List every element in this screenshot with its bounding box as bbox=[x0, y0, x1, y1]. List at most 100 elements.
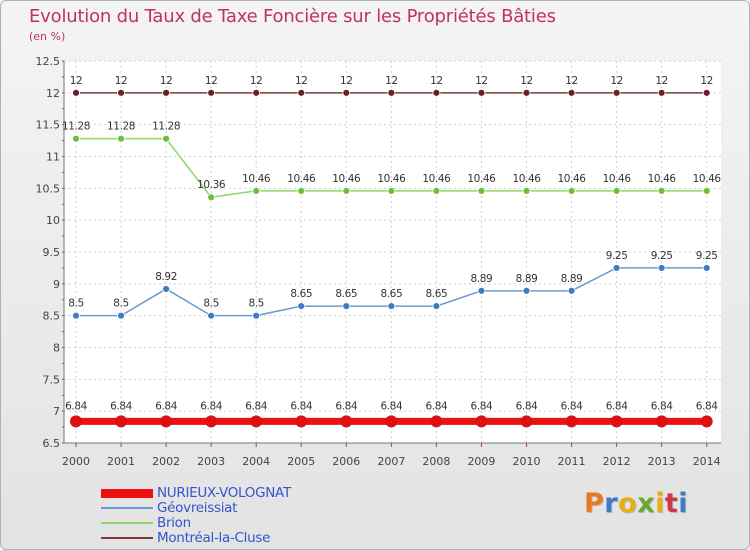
y-tick-label: 12 bbox=[46, 87, 60, 100]
data-label-montreal-la-cluse: 12 bbox=[520, 75, 533, 87]
proxiti-logo: Proxiti bbox=[584, 488, 688, 519]
data-point-montreal-la-cluse bbox=[162, 88, 171, 97]
data-label-brion: 10.46 bbox=[242, 173, 271, 185]
y-tick-label: 10.5 bbox=[36, 182, 61, 195]
data-point-nurieux-volognat bbox=[430, 415, 443, 428]
data-point-montreal-la-cluse bbox=[207, 88, 216, 97]
data-point-montreal-la-cluse bbox=[612, 88, 621, 97]
series-geovreissiat: 8.5 8.5 8.92 8.5 8.5 8.65 8.65 8.65 8.65 8.89 8.89… bbox=[68, 250, 718, 320]
data-label-geovreissiat: 8.5 bbox=[203, 298, 219, 310]
data-label-nurieux-volognat: 6.84 bbox=[561, 400, 583, 412]
data-point-geovreissiat bbox=[522, 286, 531, 295]
data-label-brion: 10.46 bbox=[558, 173, 587, 185]
data-label-brion: 10.46 bbox=[512, 173, 541, 185]
data-point-nurieux-volognat bbox=[115, 415, 128, 428]
x-tick-label: 2009 bbox=[467, 455, 495, 468]
data-label-montreal-la-cluse: 12 bbox=[610, 75, 623, 87]
data-label-geovreissiat: 8.5 bbox=[113, 298, 129, 310]
data-label-nurieux-volognat: 6.84 bbox=[155, 400, 177, 412]
data-point-nurieux-volognat bbox=[340, 415, 353, 428]
y-axis: 6.5 7 7.5 8 8.5 9 9.5 10 10.5 11 11.5 12 12.5 bbox=[36, 55, 65, 450]
data-point-brion bbox=[297, 186, 306, 195]
data-label-brion: 11.28 bbox=[62, 121, 90, 133]
data-label-montreal-la-cluse: 12 bbox=[565, 75, 578, 87]
data-label-nurieux-volognat: 6.84 bbox=[651, 400, 673, 412]
data-point-brion bbox=[117, 134, 125, 143]
x-tick-label: 2006 bbox=[332, 455, 360, 468]
data-point-geovreissiat bbox=[252, 311, 261, 320]
data-label-nurieux-volognat: 6.84 bbox=[426, 400, 448, 412]
data-point-nurieux-volognat bbox=[160, 415, 173, 428]
x-tick-label: 2014 bbox=[693, 455, 721, 468]
data-point-montreal-la-cluse bbox=[342, 88, 351, 97]
data-point-brion bbox=[657, 186, 666, 195]
y-tick-label: 9 bbox=[53, 278, 60, 291]
logo-letter: i bbox=[655, 488, 665, 519]
data-point-geovreissiat bbox=[657, 264, 666, 272]
data-point-brion bbox=[702, 186, 711, 195]
data-label-geovreissiat: 8.5 bbox=[248, 298, 264, 310]
data-point-montreal-la-cluse bbox=[477, 88, 486, 97]
data-label-brion: 10.46 bbox=[377, 173, 406, 185]
plot-area bbox=[64, 61, 721, 443]
data-label-montreal-la-cluse: 12 bbox=[250, 75, 263, 87]
data-label-brion: 10.46 bbox=[422, 173, 451, 185]
legend-label-nurieux-volognat: NURIEUX-VOLOGNAT bbox=[157, 485, 291, 501]
y-tick-label: 10 bbox=[46, 214, 60, 227]
data-point-montreal-la-cluse bbox=[72, 88, 80, 97]
data-label-montreal-la-cluse: 12 bbox=[430, 75, 443, 87]
data-label-brion: 10.46 bbox=[287, 173, 316, 185]
data-label-nurieux-volognat: 6.84 bbox=[516, 400, 538, 412]
x-tick-label: 2001 bbox=[107, 455, 135, 468]
data-point-montreal-la-cluse bbox=[387, 88, 396, 97]
series-brion: 11.28 11.28 11.28 10.36 10.46 10.46 10.46 10.46… bbox=[62, 121, 722, 202]
data-point-brion bbox=[252, 186, 261, 195]
data-point-brion bbox=[387, 186, 396, 195]
data-point-brion bbox=[207, 193, 216, 202]
legend-label-geovreissiat: Géovreissiat bbox=[157, 500, 238, 516]
data-label-geovreissiat: 8.65 bbox=[290, 288, 312, 300]
data-point-brion bbox=[72, 134, 80, 143]
data-point-montreal-la-cluse bbox=[522, 88, 531, 97]
data-label-brion: 10.36 bbox=[197, 179, 226, 191]
data-point-geovreissiat bbox=[297, 302, 306, 311]
data-point-geovreissiat bbox=[117, 311, 125, 320]
y-tick-label: 8.5 bbox=[43, 310, 61, 323]
logo-letter: P bbox=[584, 488, 605, 519]
data-point-nurieux-volognat bbox=[70, 415, 82, 428]
data-label-montreal-la-cluse: 12 bbox=[70, 75, 83, 87]
data-label-geovreissiat: 8.89 bbox=[516, 273, 538, 285]
y-tick-label: 11.5 bbox=[36, 119, 61, 132]
data-point-geovreissiat bbox=[432, 302, 441, 311]
data-label-montreal-la-cluse: 12 bbox=[475, 75, 488, 87]
y-tick-label: 11 bbox=[46, 151, 60, 164]
y-tick-label: 8 bbox=[53, 342, 60, 355]
data-point-geovreissiat bbox=[612, 264, 621, 272]
data-point-nurieux-volognat bbox=[700, 415, 713, 428]
data-label-brion: 10.46 bbox=[603, 173, 632, 185]
legend-swatch-geovreissiat bbox=[101, 507, 153, 509]
data-point-nurieux-volognat bbox=[475, 415, 488, 428]
logo-letter: o bbox=[618, 488, 638, 519]
logo-letter: r bbox=[604, 488, 619, 519]
data-point-geovreissiat bbox=[567, 286, 576, 295]
x-tick-label: 2011 bbox=[558, 455, 586, 468]
data-label-geovreissiat: 8.89 bbox=[561, 273, 583, 285]
data-label-nurieux-volognat: 6.84 bbox=[200, 400, 222, 412]
data-point-montreal-la-cluse bbox=[657, 88, 666, 97]
data-point-brion bbox=[612, 186, 621, 195]
y-tick-label: 9.5 bbox=[43, 246, 61, 259]
data-point-geovreissiat bbox=[477, 286, 486, 295]
data-point-montreal-la-cluse bbox=[117, 88, 125, 97]
data-point-geovreissiat bbox=[72, 311, 80, 320]
legend-label-brion: Brion bbox=[157, 515, 191, 531]
y-tick-label: 7 bbox=[53, 405, 60, 418]
logo-letter: x bbox=[637, 488, 656, 519]
data-label-nurieux-volognat: 6.84 bbox=[606, 400, 628, 412]
legend-swatch-brion bbox=[101, 522, 153, 524]
data-point-montreal-la-cluse bbox=[297, 88, 306, 97]
legend-swatch-nurieux-volognat bbox=[101, 489, 153, 498]
data-label-brion: 11.28 bbox=[107, 121, 135, 133]
